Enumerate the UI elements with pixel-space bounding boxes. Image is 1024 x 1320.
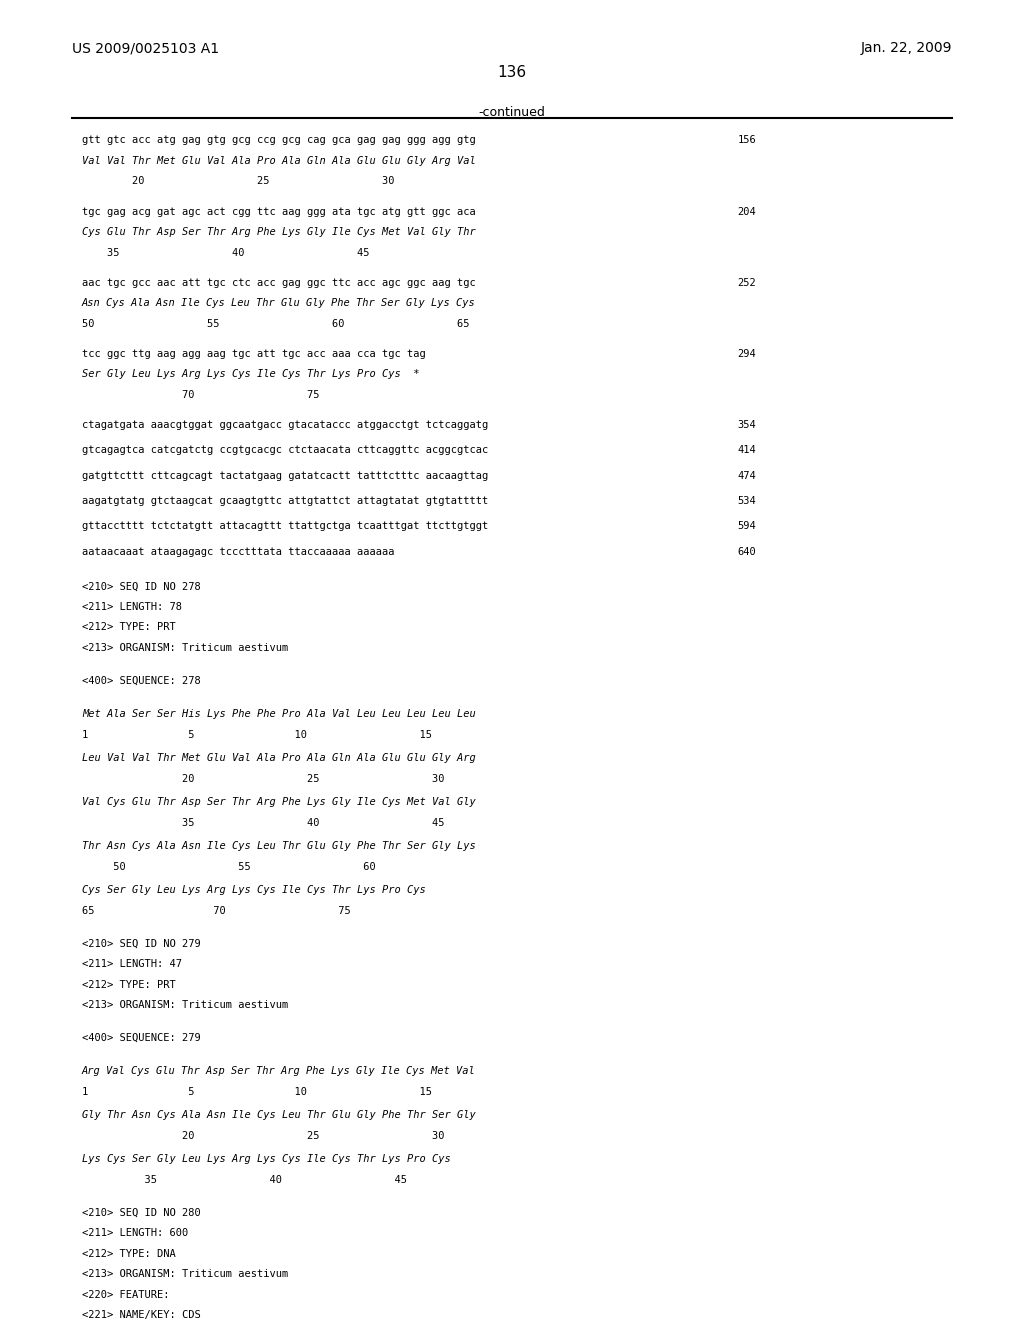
Text: 252: 252 bbox=[737, 277, 756, 288]
Text: <210> SEQ ID NO 280: <210> SEQ ID NO 280 bbox=[82, 1208, 201, 1217]
Text: gtt gtc acc atg gag gtg gcg ccg gcg cag gca gag gag ggg agg gtg: gtt gtc acc atg gag gtg gcg ccg gcg cag … bbox=[82, 136, 476, 145]
Text: gttacctttt tctctatgtt attacagttt ttattgctga tcaatttgat ttcttgtggt: gttacctttt tctctatgtt attacagttt ttattgc… bbox=[82, 521, 488, 531]
Text: 1                5                10                  15: 1 5 10 15 bbox=[82, 1086, 432, 1097]
Text: aataacaaat ataagagagc tccctttata ttaccaaaaa aaaaaa: aataacaaat ataagagagc tccctttata ttaccaa… bbox=[82, 546, 394, 557]
Text: <213> ORGANISM: Triticum aestivum: <213> ORGANISM: Triticum aestivum bbox=[82, 1001, 288, 1010]
Text: 204: 204 bbox=[737, 206, 756, 216]
Text: tgc gag acg gat agc act cgg ttc aag ggg ata tgc atg gtt ggc aca: tgc gag acg gat agc act cgg ttc aag ggg … bbox=[82, 206, 476, 216]
Text: 35                  40                  45: 35 40 45 bbox=[82, 1175, 407, 1184]
Text: 534: 534 bbox=[737, 496, 756, 506]
Text: 20                  25                  30: 20 25 30 bbox=[82, 177, 394, 186]
Text: 474: 474 bbox=[737, 471, 756, 480]
Text: Ser Gly Leu Lys Arg Lys Cys Ile Cys Thr Lys Pro Cys  *: Ser Gly Leu Lys Arg Lys Cys Ile Cys Thr … bbox=[82, 370, 420, 379]
Text: <211> LENGTH: 47: <211> LENGTH: 47 bbox=[82, 958, 182, 969]
Text: 50                  55                  60                  65: 50 55 60 65 bbox=[82, 319, 469, 329]
Text: <212> TYPE: PRT: <212> TYPE: PRT bbox=[82, 623, 176, 632]
Text: 20                  25                  30: 20 25 30 bbox=[82, 1131, 444, 1140]
Text: Jan. 22, 2009: Jan. 22, 2009 bbox=[861, 41, 952, 55]
Text: aac tgc gcc aac att tgc ctc acc gag ggc ttc acc agc ggc aag tgc: aac tgc gcc aac att tgc ctc acc gag ggc … bbox=[82, 277, 476, 288]
Text: 594: 594 bbox=[737, 521, 756, 531]
Text: 65                   70                  75: 65 70 75 bbox=[82, 906, 350, 916]
Text: Met Ala Ser Ser His Lys Phe Phe Pro Ala Val Leu Leu Leu Leu Leu: Met Ala Ser Ser His Lys Phe Phe Pro Ala … bbox=[82, 709, 476, 719]
Text: <400> SEQUENCE: 278: <400> SEQUENCE: 278 bbox=[82, 676, 201, 686]
Text: Arg Val Cys Glu Thr Asp Ser Thr Arg Phe Lys Gly Ile Cys Met Val: Arg Val Cys Glu Thr Asp Ser Thr Arg Phe … bbox=[82, 1067, 476, 1076]
Text: Leu Val Val Thr Met Glu Val Ala Pro Ala Gln Ala Glu Glu Gly Arg: Leu Val Val Thr Met Glu Val Ala Pro Ala … bbox=[82, 752, 476, 763]
Text: Gly Thr Asn Cys Ala Asn Ile Cys Leu Thr Glu Gly Phe Thr Ser Gly: Gly Thr Asn Cys Ala Asn Ile Cys Leu Thr … bbox=[82, 1110, 476, 1121]
Text: <400> SEQUENCE: 279: <400> SEQUENCE: 279 bbox=[82, 1034, 201, 1043]
Text: 294: 294 bbox=[737, 348, 756, 359]
Text: gatgttcttt cttcagcagt tactatgaag gatatcactt tatttctttc aacaagttag: gatgttcttt cttcagcagt tactatgaag gatatca… bbox=[82, 471, 488, 480]
Text: 20                  25                  30: 20 25 30 bbox=[82, 774, 444, 784]
Text: Lys Cys Ser Gly Leu Lys Arg Lys Cys Ile Cys Thr Lys Pro Cys: Lys Cys Ser Gly Leu Lys Arg Lys Cys Ile … bbox=[82, 1154, 451, 1164]
Text: 354: 354 bbox=[737, 420, 756, 430]
Text: Val Val Thr Met Glu Val Ala Pro Ala Gln Ala Glu Glu Gly Arg Val: Val Val Thr Met Glu Val Ala Pro Ala Gln … bbox=[82, 156, 476, 166]
Text: <211> LENGTH: 600: <211> LENGTH: 600 bbox=[82, 1228, 188, 1238]
Text: gtcagagtca catcgatctg ccgtgcacgc ctctaacata cttcaggttc acggcgtcac: gtcagagtca catcgatctg ccgtgcacgc ctctaac… bbox=[82, 445, 488, 455]
Text: tcc ggc ttg aag agg aag tgc att tgc acc aaa cca tgc tag: tcc ggc ttg aag agg aag tgc att tgc acc … bbox=[82, 348, 426, 359]
Text: US 2009/0025103 A1: US 2009/0025103 A1 bbox=[72, 41, 219, 55]
Text: aagatgtatg gtctaagcat gcaagtgttc attgtattct attagtatat gtgtattttt: aagatgtatg gtctaagcat gcaagtgttc attgtat… bbox=[82, 496, 488, 506]
Text: 50                  55                  60: 50 55 60 bbox=[82, 862, 376, 871]
Text: Val Cys Glu Thr Asp Ser Thr Arg Phe Lys Gly Ile Cys Met Val Gly: Val Cys Glu Thr Asp Ser Thr Arg Phe Lys … bbox=[82, 797, 476, 807]
Text: 640: 640 bbox=[737, 546, 756, 557]
Text: 70                  75: 70 75 bbox=[82, 389, 319, 400]
Text: <211> LENGTH: 78: <211> LENGTH: 78 bbox=[82, 602, 182, 612]
Text: 35                  40                  45: 35 40 45 bbox=[82, 817, 444, 828]
Text: <212> TYPE: PRT: <212> TYPE: PRT bbox=[82, 979, 176, 990]
Text: <213> ORGANISM: Triticum aestivum: <213> ORGANISM: Triticum aestivum bbox=[82, 1270, 288, 1279]
Text: -continued: -continued bbox=[478, 106, 546, 119]
Text: <210> SEQ ID NO 278: <210> SEQ ID NO 278 bbox=[82, 581, 201, 591]
Text: <210> SEQ ID NO 279: <210> SEQ ID NO 279 bbox=[82, 939, 201, 948]
Text: 156: 156 bbox=[737, 136, 756, 145]
Text: 1                5                10                  15: 1 5 10 15 bbox=[82, 730, 432, 739]
Text: 136: 136 bbox=[498, 65, 526, 79]
Text: Cys Ser Gly Leu Lys Arg Lys Cys Ile Cys Thr Lys Pro Cys: Cys Ser Gly Leu Lys Arg Lys Cys Ile Cys … bbox=[82, 884, 426, 895]
Text: <212> TYPE: DNA: <212> TYPE: DNA bbox=[82, 1249, 176, 1259]
Text: <213> ORGANISM: Triticum aestivum: <213> ORGANISM: Triticum aestivum bbox=[82, 643, 288, 653]
Text: Thr Asn Cys Ala Asn Ile Cys Leu Thr Glu Gly Phe Thr Ser Gly Lys: Thr Asn Cys Ala Asn Ile Cys Leu Thr Glu … bbox=[82, 841, 476, 851]
Text: 35                  40                  45: 35 40 45 bbox=[82, 248, 370, 257]
Text: ctagatgata aaacgtggat ggcaatgacc gtacataccc atggacctgt tctcaggatg: ctagatgata aaacgtggat ggcaatgacc gtacata… bbox=[82, 420, 488, 430]
Text: Asn Cys Ala Asn Ile Cys Leu Thr Glu Gly Phe Thr Ser Gly Lys Cys: Asn Cys Ala Asn Ile Cys Leu Thr Glu Gly … bbox=[82, 298, 476, 309]
Text: <220> FEATURE:: <220> FEATURE: bbox=[82, 1290, 169, 1300]
Text: Cys Glu Thr Asp Ser Thr Arg Phe Lys Gly Ile Cys Met Val Gly Thr: Cys Glu Thr Asp Ser Thr Arg Phe Lys Gly … bbox=[82, 227, 476, 238]
Text: <221> NAME/KEY: CDS: <221> NAME/KEY: CDS bbox=[82, 1311, 201, 1320]
Text: 414: 414 bbox=[737, 445, 756, 455]
